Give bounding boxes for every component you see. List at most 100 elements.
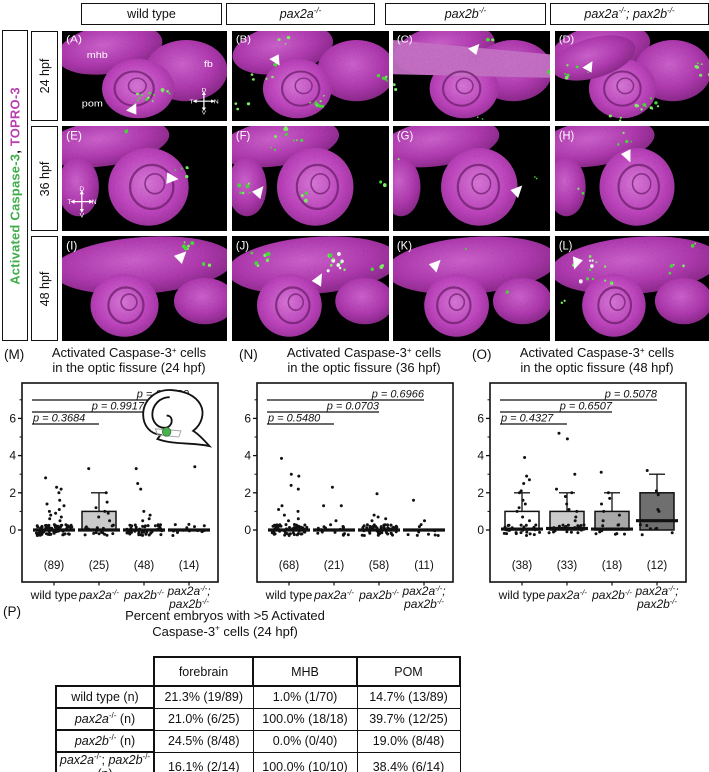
x-category-label: pax2b-/-​ (358, 588, 399, 602)
sample-size-label: (33) (557, 560, 578, 572)
panel-letter-P: (P) (3, 604, 21, 619)
anatomy-label-fb: fb (204, 60, 213, 70)
table-title-line: Caspase-3+ cells (24 hpf) (152, 623, 298, 639)
sample-size-label: (68) (279, 560, 300, 572)
orientation-compass-icon: D V T N (189, 88, 219, 117)
sample-size-label: (58) (369, 560, 390, 572)
panel-letter: (F) (236, 129, 250, 142)
micrograph-panel-F: (F) (232, 126, 389, 231)
y-tick-label: 2 (244, 486, 251, 500)
table-cell: 21.0% (6/25) (153, 707, 254, 731)
table-cell: 14.7% (13/89) (356, 685, 461, 709)
p-value-label: p = 0.9917 (91, 401, 145, 413)
sample-size-label: (21) (324, 560, 345, 572)
table-cell: 16.1% (2/14) (153, 751, 254, 772)
table-corner-cell (56, 657, 154, 686)
x-category-label: pax2a-/-​; (634, 584, 678, 598)
micrograph-panel-J: (J) (232, 236, 389, 341)
micrograph-panel-H: (H) (555, 126, 709, 231)
sample-size-label: (38) (512, 560, 533, 572)
arrowhead-marker (620, 149, 631, 163)
sample-size-label: (14) (179, 560, 200, 572)
timepoint-text: 36 hpf (37, 161, 52, 196)
chart-title-line1: Activated Caspase-3+​ cells (52, 345, 207, 360)
compass-letter: N (214, 99, 219, 106)
panel-letter: (J) (236, 239, 249, 252)
table-cell: 1.0% (1/70) (252, 685, 358, 709)
compass-letter: V (80, 212, 85, 219)
chart-title-line2: in the optic fissure (36 hpf) (287, 360, 440, 375)
chart-letter: (O) (472, 347, 492, 362)
panel-letter: (B) (236, 34, 251, 45)
y-tick-label: 6 (244, 411, 251, 425)
chart-title-line2: in the optic fissure (24 hpf) (52, 360, 205, 375)
timepoint-label-2: 48 hpf (31, 236, 58, 341)
table-cell: 100.0% (10/10) (252, 751, 358, 772)
micrograph-panel-I: (I) (62, 236, 227, 341)
optic-fissure-marker (161, 427, 172, 437)
x-category-label: wild type (30, 588, 78, 602)
timepoint-text: 24 hpf (37, 58, 52, 94)
y-tick-label: 0 (9, 523, 16, 537)
sample-size-label: (89) (44, 560, 65, 572)
panel-letter: (E) (66, 129, 82, 143)
panel-letter: (L) (559, 240, 573, 253)
y-tick-label: 2 (9, 486, 16, 500)
sample-size-label: (18) (602, 560, 623, 572)
arrowhead-marker (269, 54, 280, 66)
stain-label: Activated Caspase-3, TOPRO-3 (8, 87, 23, 285)
x-category-label: pax2b-/-​ (403, 597, 444, 611)
sample-size-label: (48) (134, 560, 155, 572)
arrowhead-marker (311, 273, 323, 287)
panel-letter: (A) (66, 34, 82, 45)
micrograph-panel-E: D V T N (E) (62, 126, 227, 231)
x-category-label: pax2b-/-​ (168, 597, 209, 611)
table-col-header-POM: POM (356, 656, 461, 687)
table-cell: 39.7% (12/25) (356, 707, 461, 731)
panel-letter: (K) (397, 239, 412, 252)
x-category-label: wild type (265, 588, 313, 602)
y-tick-label: 6 (9, 411, 16, 425)
micrograph-panel-B: (B) (232, 31, 389, 121)
optic-cup-inset-diagram (142, 389, 213, 448)
arrowhead-marker (252, 186, 264, 200)
p-value-label: p = 0.4327 (500, 413, 554, 425)
x-category-label: pax2a-/-​; (166, 584, 210, 598)
table-row-label: pax2a-/- (n) (55, 707, 155, 731)
table-row-0: wild type (n) 21.3% (19/89) 1.0% (1/70) 14.… (55, 685, 461, 709)
timepoint-label-0: 24 hpf (31, 31, 58, 121)
chart-title-line1: Activated Caspase-3+​ cells (287, 345, 442, 360)
x-category-label: pax2a-/-​ (78, 588, 119, 602)
table-cell: 21.3% (19/89) (153, 685, 254, 709)
panel-letter: (D) (559, 34, 574, 46)
table-cell: 19.0% (8/48) (356, 729, 461, 753)
y-tick-label: 0 (477, 523, 484, 537)
stain-label-box: Activated Caspase-3, TOPRO-3 (2, 30, 28, 341)
p-value-label: p = 0.5078 (604, 389, 658, 401)
micrograph-panel-K: (K) (393, 236, 550, 341)
timepoint-label-1: 36 hpf (31, 126, 58, 231)
x-category-label: pax2b-/-​ (591, 588, 632, 602)
y-tick-label: 4 (477, 449, 484, 463)
micrograph-panel-G: (G) (393, 126, 550, 231)
panel-letter: (H) (559, 130, 574, 143)
compass-letter: N (92, 199, 97, 206)
p-value-label: p = 0.3684 (32, 413, 85, 425)
arrowhead-marker (126, 103, 137, 115)
arrowhead-marker (572, 256, 583, 270)
anatomy-label-pom: pom (82, 99, 103, 109)
table-title-line: Percent embryos with >5 Activated (125, 608, 325, 623)
stain-label-part: TOPRO-3 (7, 86, 23, 146)
table-cell: 100.0% (18/18) (252, 707, 358, 731)
table-header-row: forebrain MHB POM (56, 656, 461, 687)
arrowhead-marker (173, 251, 187, 265)
x-category-label: pax2b-/-​ (636, 597, 677, 611)
y-tick-label: 0 (244, 523, 251, 537)
genotype-header-1: pax2a-/- (226, 3, 375, 25)
table-row-label: pax2a-/-; pax2b-/- (n) (55, 751, 155, 772)
panel-letter: (C) (397, 34, 413, 45)
table-col-header-forebrain: forebrain (153, 656, 254, 687)
